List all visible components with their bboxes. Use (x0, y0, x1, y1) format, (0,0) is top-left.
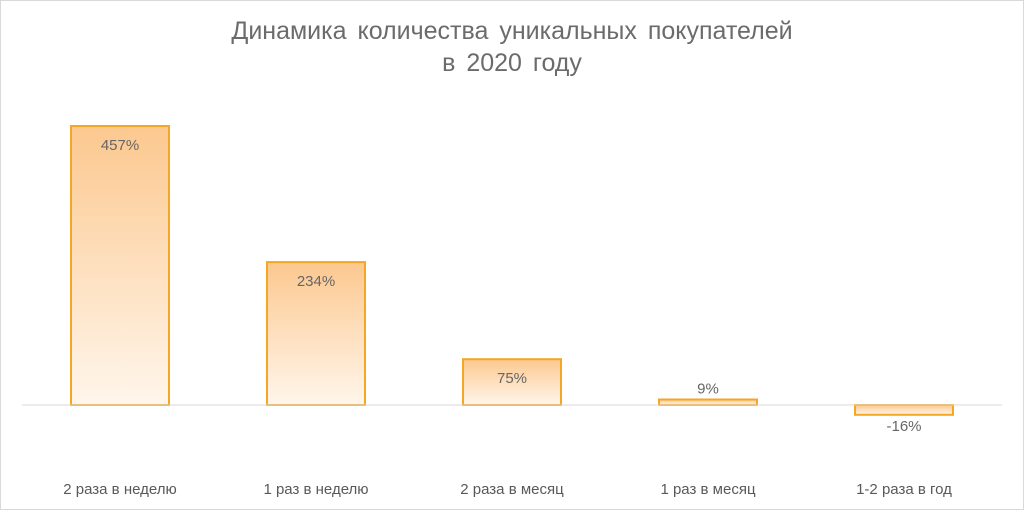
chart-title-line-1: Динамика количества уникальных покупател… (231, 17, 793, 45)
data-label-4: 9% (697, 381, 719, 398)
bars-layer (70, 125, 954, 416)
bar-4 (658, 398, 758, 406)
category-label-2: 1 раз в неделю (263, 481, 368, 498)
chart-title-line-2: в 2020 году (442, 49, 582, 77)
data-label-3: 75% (497, 370, 527, 387)
category-label-3: 2 раза в месяц (460, 481, 564, 498)
bar-2 (266, 261, 366, 406)
bar-1 (70, 125, 170, 406)
category-label-4: 1 раз в месяц (660, 481, 755, 498)
category-label-5: 1-2 раза в год (856, 481, 952, 498)
chart-title: Динамика количества уникальных покупател… (1, 15, 1023, 79)
data-label-2: 234% (297, 273, 335, 290)
labels-layer: 457% 2 раза в неделю 234% 1 раз в неделю 75%… (63, 137, 952, 498)
data-label-5: -16% (886, 418, 921, 435)
category-label-1: 2 раза в неделю (63, 481, 176, 498)
data-label-1: 457% (101, 137, 139, 154)
bar-5 (854, 404, 954, 416)
